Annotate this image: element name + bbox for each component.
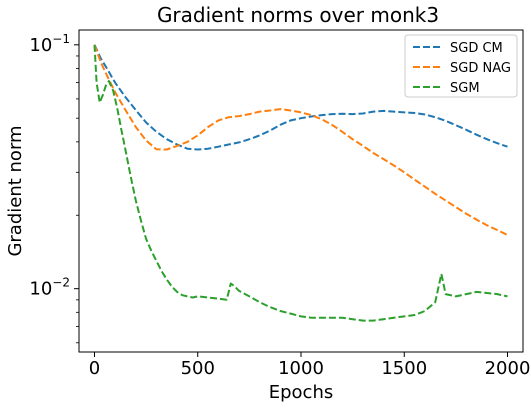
series-group	[93, 44, 508, 322]
legend-label: SGD CM	[450, 41, 503, 56]
legend-label: SGD NAG	[450, 61, 511, 76]
legend-label: SGM	[450, 81, 480, 96]
series-line-sgd-nag	[93, 44, 508, 236]
legend: SGD CM SGD NAG SGM	[404, 34, 518, 98]
plot-area: 0 500 1000 1500 2000 10−210−1	[29, 29, 531, 379]
series-line-sgd-cm	[93, 44, 508, 151]
x-tick-label: 1000	[278, 358, 324, 379]
chart-title: Gradient norms over monk3	[157, 3, 439, 27]
y-tick-label: 10−1	[29, 32, 70, 56]
legend-frame	[404, 34, 518, 98]
y-tick-base: 10	[29, 279, 52, 300]
x-tick-label: 0	[89, 358, 100, 379]
y-tick-exponent: −1	[52, 32, 70, 46]
y-axis: 10−210−1	[29, 32, 79, 344]
y-tick-exponent: −2	[52, 276, 70, 290]
series-line-sgm	[93, 44, 508, 322]
x-tick-label: 2000	[485, 358, 531, 379]
y-axis-label: Gradient norm	[5, 125, 26, 256]
x-tick-label: 500	[181, 358, 215, 379]
x-axis: 0 500 1000 1500 2000	[89, 352, 531, 379]
y-tick-base: 10	[29, 35, 52, 56]
x-axis-label: Epochs	[269, 382, 334, 403]
x-tick-label: 1500	[381, 358, 427, 379]
y-tick-label: 10−2	[29, 276, 70, 300]
